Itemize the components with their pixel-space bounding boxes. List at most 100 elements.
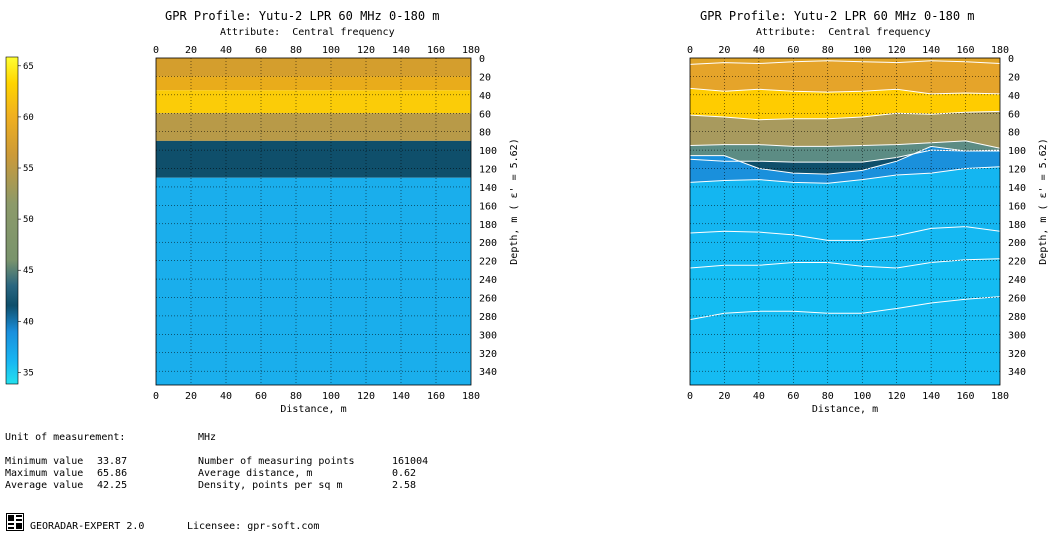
left-x-tick-bottom: 100 <box>322 391 340 402</box>
left-layer-4 <box>156 140 471 178</box>
left-x-tick-top: 0 <box>153 45 159 56</box>
right-band-2 <box>690 88 1000 120</box>
right-band-4 <box>690 140 1000 163</box>
right-y-tick: 60 <box>1008 109 1020 120</box>
left-x-tick-top: 180 <box>462 45 480 56</box>
right-x-tick-bottom: 100 <box>853 391 871 402</box>
left-x-tick-top: 140 <box>392 45 410 56</box>
right-chart-title: GPR Profile: Yutu-2 LPR 60 MHz 0-180 m <box>700 9 975 23</box>
left-x-tick-bottom: 180 <box>462 391 480 402</box>
app-name: GEORADAR-EXPERT 2.0 <box>30 521 145 532</box>
dist-value: 0.62 <box>392 468 417 479</box>
left-x-tick-top: 60 <box>255 45 267 56</box>
left-x-tick-bottom: 60 <box>255 391 267 402</box>
right-contour-line-8 <box>689 258 1001 269</box>
left-layer-5 <box>156 177 471 385</box>
right-y-tick: 80 <box>1008 128 1020 139</box>
left-chart-subtitle: Attribute: Central frequency <box>220 27 395 38</box>
left-y-tick: 80 <box>479 128 491 139</box>
max-value: 65.86 <box>97 468 128 479</box>
right-x-tick-top: 140 <box>922 45 940 56</box>
right-x-tick-top: 160 <box>957 45 975 56</box>
left-layer-0 <box>156 58 471 77</box>
left-x-tick-bottom: 160 <box>427 391 445 402</box>
right-x-tick-top: 80 <box>822 45 834 56</box>
right-band-1 <box>690 60 1000 94</box>
right-band-9 <box>690 258 1000 320</box>
left-y-tick: 60 <box>479 109 491 120</box>
right-x-tick-bottom: 40 <box>753 391 765 402</box>
left-plot-frame <box>155 57 472 386</box>
avg-value: 42.25 <box>97 480 128 491</box>
left-y-tick: 200 <box>479 238 497 249</box>
right-plot-frame <box>689 57 1001 386</box>
left-x-tick-top: 40 <box>220 45 232 56</box>
right-x-tick-top: 180 <box>991 45 1009 56</box>
left-x-tick-top: 100 <box>322 45 340 56</box>
left-y-tick: 120 <box>479 165 497 176</box>
right-x-tick-bottom: 120 <box>888 391 906 402</box>
left-x-tick-bottom: 0 <box>153 391 159 402</box>
colorbar-tick-label: 50 <box>23 215 34 225</box>
left-y-axis-label: Depth, m ( ε' = 5.62) <box>509 138 520 264</box>
min-label: Minimum value <box>5 456 84 467</box>
left-y-tick: 320 <box>479 349 497 360</box>
right-band-3 <box>690 111 1000 149</box>
left-y-tick: 40 <box>479 91 491 102</box>
left-y-tick: 0 <box>479 54 485 65</box>
right-y-tick: 240 <box>1008 275 1026 286</box>
colorbar-tick-label: 65 <box>23 62 34 72</box>
right-y-tick: 340 <box>1008 367 1026 378</box>
left-x-tick-bottom: 20 <box>185 391 197 402</box>
colorbar-tick-label: 55 <box>23 164 34 174</box>
right-y-tick: 40 <box>1008 91 1020 102</box>
left-x-tick-top: 80 <box>290 45 302 56</box>
right-y-tick: 180 <box>1008 220 1026 231</box>
left-x-tick-bottom: 120 <box>357 391 375 402</box>
right-y-axis-label: Depth, m ( ε' = 5.62) <box>1038 138 1049 264</box>
right-band-8 <box>690 226 1000 268</box>
points-label: Number of measuring points <box>198 456 355 467</box>
right-band-7 <box>690 166 1000 241</box>
right-y-tick: 260 <box>1008 293 1026 304</box>
unit-value: MHz <box>198 432 217 443</box>
left-y-tick: 260 <box>479 293 497 304</box>
left-layer-3 <box>156 113 471 141</box>
licensee: Licensee: gpr-soft.com <box>187 521 320 532</box>
points-value: 161004 <box>392 456 429 467</box>
left-layer-2 <box>156 90 471 114</box>
right-x-axis-label: Distance, m <box>812 404 878 415</box>
right-contour-line-5 <box>690 145 1000 175</box>
left-y-tick: 240 <box>479 275 497 286</box>
left-x-tick-bottom: 140 <box>392 391 410 402</box>
right-grid <box>690 58 1000 385</box>
right-x-tick-top: 120 <box>888 45 906 56</box>
right-plot-area <box>689 58 1001 385</box>
right-contour-line-3 <box>689 140 1001 149</box>
right-y-tick: 0 <box>1008 54 1014 65</box>
left-chart-title: GPR Profile: Yutu-2 LPR 60 MHz 0-180 m <box>165 9 440 23</box>
density-value: 2.58 <box>392 480 417 491</box>
left-y-tick: 340 <box>479 367 497 378</box>
left-x-tick-top: 120 <box>357 45 375 56</box>
right-x-tick-top: 100 <box>853 45 871 56</box>
left-y-tick: 180 <box>479 220 497 231</box>
right-y-tick: 300 <box>1008 330 1026 341</box>
right-contour-line-6 <box>689 166 1001 184</box>
left-x-tick-top: 20 <box>185 45 197 56</box>
right-contour-line-7 <box>689 226 1001 241</box>
left-y-tick: 20 <box>479 72 491 83</box>
right-x-tick-bottom: 140 <box>922 391 940 402</box>
max-label: Maximum value <box>5 468 84 479</box>
right-y-tick: 20 <box>1008 72 1020 83</box>
colorbar-gradient <box>5 56 19 385</box>
right-contour-line-9 <box>689 296 1001 321</box>
right-y-tick: 140 <box>1008 183 1026 194</box>
colorbar-tick-label: 60 <box>23 113 34 123</box>
right-x-tick-top: 20 <box>718 45 730 56</box>
left-plot-area <box>156 58 471 385</box>
right-y-tick: 100 <box>1008 146 1026 157</box>
right-chart-subtitle: Attribute: Central frequency <box>756 27 931 38</box>
right-x-tick-bottom: 0 <box>687 391 693 402</box>
